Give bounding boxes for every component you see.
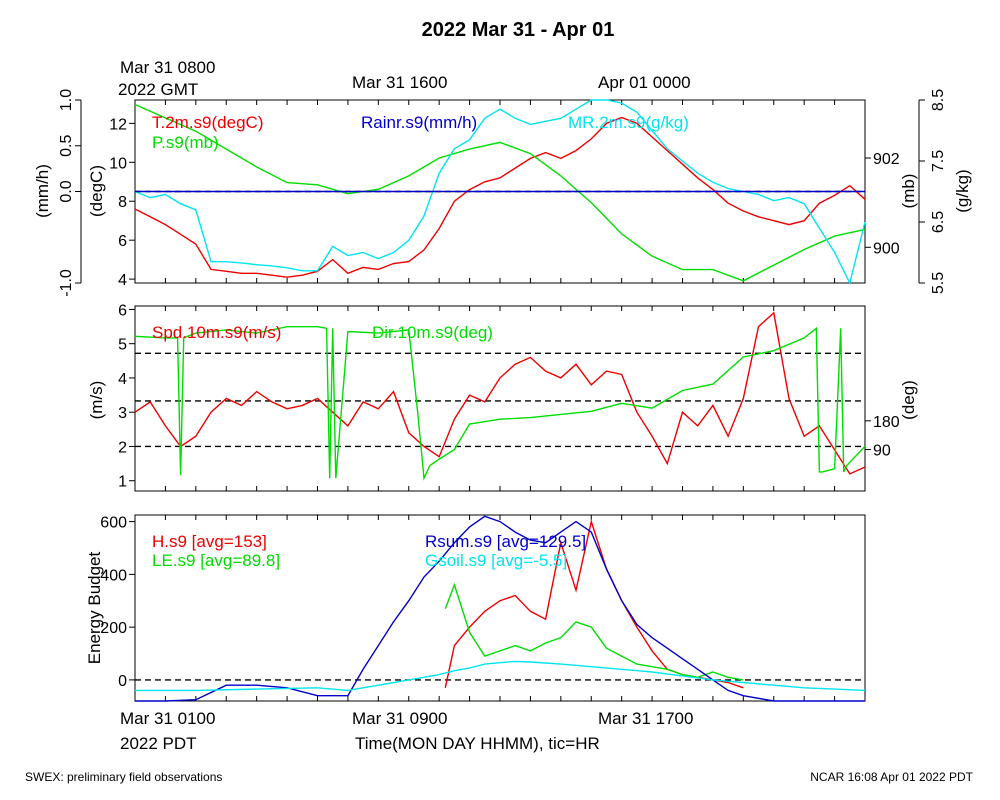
y-tick-label: 5 xyxy=(118,337,127,354)
legend-wind-speed: Spd.10m.s9(m/s) xyxy=(152,323,281,342)
y-tick-label: 6 xyxy=(118,302,127,319)
top-time-sublabel: 2022 GMT xyxy=(118,80,198,99)
y-tick-label: 600 xyxy=(100,515,127,532)
y-tick-label: 5.5 xyxy=(930,272,947,294)
y-tick-label: 6 xyxy=(118,233,127,250)
series-line-p xyxy=(134,103,866,282)
legend-latent-heat: LE.s9 [avg=89.8] xyxy=(152,551,280,570)
y-tick-label: 8.5 xyxy=(930,89,947,111)
legend-sensible-heat: H.s9 [avg=153] xyxy=(152,532,267,551)
y-tick-label: 0.0 xyxy=(58,180,75,202)
y-tick-label: 902 xyxy=(873,151,900,168)
bottom-time-label-3: Mar 31 1700 xyxy=(598,709,693,728)
top-time-label-2: Mar 31 1600 xyxy=(352,73,447,92)
y-tick-label: 7.5 xyxy=(930,150,947,172)
p1-right-outer-label: (g/kg) xyxy=(953,169,972,212)
legend-wind-direction: Dir.10m.s9(deg) xyxy=(372,323,493,342)
y-tick-label: 10 xyxy=(109,155,127,172)
series-line-t xyxy=(134,116,866,278)
series-line-rsum xyxy=(135,515,865,702)
p1-left-outer-label: (mm/h) xyxy=(33,164,52,218)
y-tick-label: 180 xyxy=(873,414,900,431)
y-tick-label: 8 xyxy=(118,194,127,211)
bottom-time-label-2: Mar 31 0900 xyxy=(352,709,447,728)
y-tick-label: 400 xyxy=(100,567,127,584)
figure-title: 2022 Mar 31 - Apr 01 xyxy=(422,19,615,41)
y-tick-label: 1.0 xyxy=(58,89,75,111)
p1-right-inner-label: (mb) xyxy=(899,174,918,209)
p1-left-inner-label: (degC) xyxy=(87,165,106,217)
panel-2-plot xyxy=(134,311,866,481)
y-tick-label: 900 xyxy=(873,240,900,257)
p2-right-label: (deg) xyxy=(899,380,918,420)
legend-temperature: T.2m.s9(degC) xyxy=(152,113,263,132)
legend-mixing-ratio: MR.2m.s9(g/kg) xyxy=(568,113,689,132)
time-axis-title: Time(MON DAY HHMM), tic=HR xyxy=(355,734,600,753)
y-tick-label: 4 xyxy=(118,371,127,388)
series-line-le xyxy=(444,582,744,681)
legend-soil-heat: Gsoil.s9 [avg=-5.5] xyxy=(425,551,567,570)
series-line-gsoil xyxy=(135,660,866,692)
axis-ticks-layer: -1.00.00.51.046810129009025.56.57.58.512… xyxy=(58,89,947,701)
y-tick-label: -1.0 xyxy=(58,269,75,297)
y-tick-label: 0 xyxy=(118,673,127,690)
legend-rain-rate: Rainr.s9(mm/h) xyxy=(361,113,477,132)
y-tick-label: 2 xyxy=(118,439,127,456)
footer-right: NCAR 16:08 Apr 01 2022 PDT xyxy=(810,770,973,784)
panel-3-plot xyxy=(135,515,866,702)
y-tick-label: 12 xyxy=(109,116,127,133)
legend-net-radiation: Rsum.s9 [avg=129.5] xyxy=(425,532,586,551)
y-tick-label: 4 xyxy=(118,272,127,289)
panel-1-plot xyxy=(134,99,866,286)
top-time-label-3: Apr 01 0000 xyxy=(598,73,691,92)
p2-left-label: (m/s) xyxy=(87,381,106,420)
y-tick-label: 0.5 xyxy=(58,135,75,157)
top-time-label-1: Mar 31 0800 xyxy=(120,58,215,77)
legend-pressure: P.s9(mb) xyxy=(152,133,219,152)
bottom-time-sublabel: 2022 PDT xyxy=(120,734,197,753)
y-tick-label: 3 xyxy=(118,405,127,422)
series-line-dir xyxy=(134,326,866,481)
y-tick-label: 200 xyxy=(100,620,127,637)
y-tick-label: 90 xyxy=(873,443,891,460)
series-line-spd xyxy=(134,311,866,475)
y-tick-label: 1 xyxy=(118,474,127,491)
p3-left-label: Energy Budget xyxy=(85,551,104,664)
y-tick-label: 6.5 xyxy=(930,211,947,233)
bottom-time-label-1: Mar 31 0100 xyxy=(120,709,215,728)
footer-left: SWEX: preliminary field observations xyxy=(25,770,222,784)
